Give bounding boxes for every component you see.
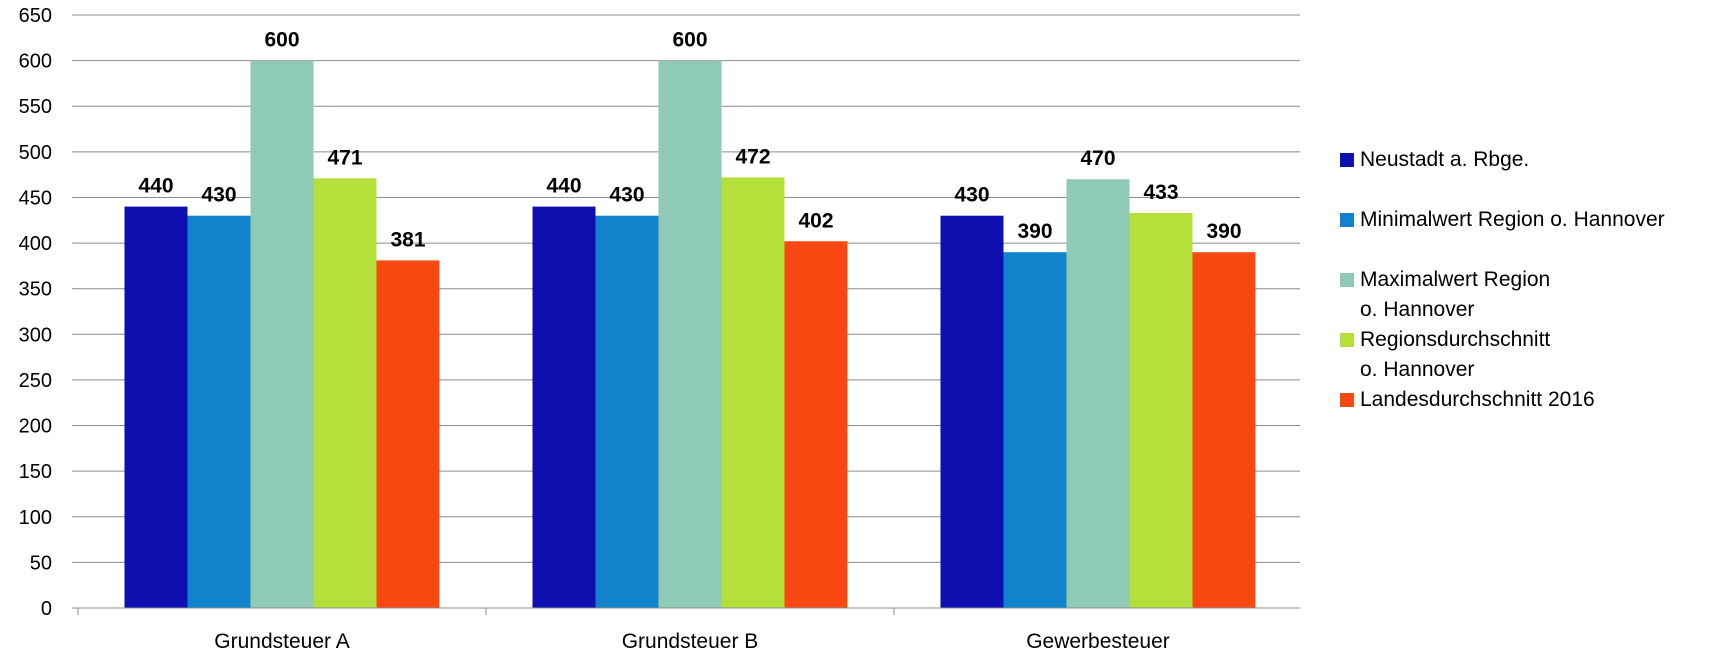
category-labels: Grundsteuer A Grundsteuer B Gewerbesteuer (214, 630, 1170, 651)
bar-chart: 050100150200250300350400450500550600650 … (19, 5, 1300, 651)
legend-swatch (1340, 213, 1354, 227)
bar (1066, 179, 1130, 608)
bar (376, 260, 440, 608)
data-label: 430 (954, 184, 989, 207)
data-label: 390 (1017, 220, 1052, 243)
legend-item: Landesdurchschnitt 2016 (1340, 385, 1730, 415)
y-tick-label: 500 (19, 142, 52, 164)
bar (313, 178, 377, 608)
data-label: 381 (390, 228, 425, 251)
bar (187, 215, 251, 608)
bar (124, 206, 188, 609)
bar (940, 215, 1004, 608)
y-tick-label: 200 (19, 416, 52, 438)
data-label: 430 (609, 184, 644, 207)
x-axis (77, 607, 1300, 615)
y-tick-label: 350 (19, 279, 52, 301)
legend-item: Maximalwert Region o. Hannover (1340, 265, 1730, 325)
data-label: 600 (264, 29, 299, 52)
bars (124, 60, 1256, 609)
bar (1129, 212, 1193, 608)
legend: Neustadt a. Rbge. Minimalwert Region o. H… (1340, 145, 1730, 445)
legend-swatch (1340, 393, 1354, 407)
legend-label: Regionsdurchschnitt o. Hannover (1360, 328, 1551, 381)
legend-item: Minimalwert Region o. Hannover (1340, 205, 1730, 235)
bar (532, 206, 596, 609)
y-tick-label: 400 (19, 233, 52, 255)
y-tick-label: 600 (19, 51, 52, 73)
bar (721, 177, 785, 609)
data-label: 430 (201, 184, 236, 207)
data-label: 472 (735, 145, 770, 168)
y-tick-label: 650 (19, 5, 52, 27)
bar (250, 60, 314, 609)
legend-swatch (1340, 333, 1354, 347)
y-tick-label: 550 (19, 96, 52, 118)
data-label: 440 (138, 175, 173, 198)
data-labels: 440 430 600 471 381 440 430 600 472 402 430 390 470 4… (138, 29, 1241, 252)
legend-item: Regionsdurchschnitt o. Hannover (1340, 325, 1730, 385)
legend-label: Landesdurchschnitt 2016 (1360, 388, 1595, 411)
bar (1003, 252, 1067, 608)
y-tick-label: 100 (19, 507, 52, 529)
y-tick-label: 300 (19, 324, 52, 346)
legend-label: Neustadt a. Rbge. (1360, 148, 1530, 171)
bar (658, 60, 722, 609)
legend-label: Maximalwert Region o. Hannover (1360, 268, 1551, 321)
y-tick-label: 450 (19, 187, 52, 209)
data-label: 440 (546, 175, 581, 198)
y-tick-label: 50 (30, 552, 52, 574)
bar (784, 241, 848, 608)
category-label: Gewerbesteuer (1026, 630, 1170, 651)
legend-item: Neustadt a. Rbge. (1340, 145, 1730, 175)
data-label: 402 (798, 209, 833, 232)
data-label: 471 (327, 146, 362, 169)
data-label: 433 (1143, 181, 1178, 204)
bar (1192, 252, 1256, 608)
category-label: Grundsteuer A (214, 630, 349, 651)
data-label: 600 (672, 29, 707, 52)
y-tick-label: 0 (41, 598, 52, 620)
y-tick-label: 150 (19, 461, 52, 483)
y-tick-label: 250 (19, 370, 52, 392)
data-label: 470 (1080, 147, 1115, 170)
y-axis-ticks: 0 50 100 150 200 250 300 350 400 450 500 550 600 650 (19, 5, 78, 620)
legend-swatch (1340, 153, 1354, 167)
bar (595, 215, 659, 608)
category-label: Grundsteuer B (622, 630, 759, 651)
legend-swatch (1340, 273, 1354, 287)
data-label: 390 (1206, 220, 1241, 243)
legend-label: Minimalwert Region o. Hannover (1360, 208, 1665, 231)
